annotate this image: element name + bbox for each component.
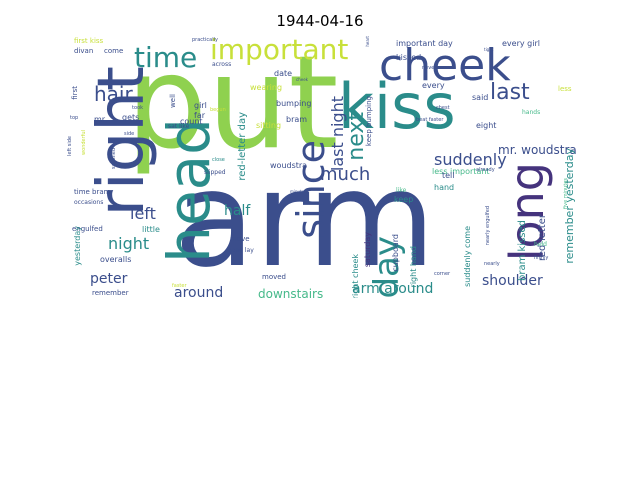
word-item: begun [210,107,226,113]
word-item: cheek [296,77,308,82]
word-item: corner [434,271,451,277]
word-item: night [108,234,150,253]
word-item: beat faster [416,117,444,123]
word-item: left [130,204,156,223]
word-item: head [155,118,223,263]
word-item: red-letter [537,214,548,262]
word-item: count [180,117,203,126]
word-item: sat like [168,123,190,130]
word-item: moved [262,273,286,281]
word-item: kissed [396,53,422,62]
word-item: last night [328,96,347,172]
word-item: left side [67,136,73,156]
word-item: half [224,203,251,219]
word-cloud: put arm kiss cheek right head long since importa… [64,36,580,298]
word-item: time [134,41,198,74]
word-item: engulfed [72,225,103,233]
word-item: arm [174,143,436,297]
word-item: shoulder [482,273,543,289]
word-item: woudstra [270,161,308,170]
word-item: side [124,131,135,137]
word-item: five minutes [563,178,569,210]
word-item: first kiss [74,37,104,45]
word-item: cupboard [391,234,400,272]
word-item: sitting [256,121,282,130]
word-item: already [476,167,495,173]
word-item: faster [172,283,187,289]
word-item: much [320,164,371,185]
word-item: never [422,65,437,71]
word-item: come [104,47,124,55]
word-item: head lay [228,247,254,254]
word-item: important day [396,39,453,48]
word-item: divan [74,47,94,55]
word-item: nearly engulfed [485,206,491,246]
word-item: eight [476,121,497,130]
figure-title: 1944-04-16 [276,12,364,30]
word-item: downstairs [258,287,324,298]
word-item: bram kissed [517,220,528,281]
word-item: firmly [534,255,549,261]
word-item: said [472,93,489,102]
word-item: date [274,69,293,78]
word-item: held [534,241,547,248]
word-item: put [126,36,339,178]
word-item: chest [436,105,450,111]
word-item: slipped [204,169,226,176]
word-item: bram [286,115,308,124]
word-item: suddenly [434,150,507,169]
word-item: kiss [338,70,456,143]
word-item: every girl [502,39,540,48]
word-item: top [70,115,79,121]
word-item: tight [484,47,494,52]
word-item: bumping [276,99,312,108]
word-item: keep bumping [365,96,373,147]
word-item: mr. woudstra [498,143,577,157]
word-item: less [558,85,572,93]
word-item: far [194,111,206,120]
word-item: first [71,86,79,100]
word-item: hair [94,82,133,106]
word-item: across [212,61,232,68]
word-item: tell [442,171,455,180]
word-item: red-letter day [237,112,248,181]
word-item: last [490,80,530,105]
word-item: right cheek [351,254,360,298]
word-item: practically [192,37,218,43]
word-item: around [174,285,224,298]
word-item: every [422,81,445,90]
word-item: keep [394,195,414,204]
word-item: close [212,157,225,163]
word-item: wearing [250,83,283,92]
word-item: gets [122,113,140,122]
word-item: important [210,36,349,66]
word-item: nearly [484,261,500,267]
word-item: took [132,105,143,111]
word-item: girl [194,101,207,110]
word-item: overalls [100,255,132,264]
word-item: occasions [74,199,104,206]
word-item: minutes [290,189,307,194]
word-item: hands [522,109,541,116]
word-item: heart [365,36,370,47]
word-item: arm around [352,281,434,297]
word-item: hand [434,183,455,192]
word-item: less important [432,167,490,176]
word-item: yesterday [73,226,82,266]
word-item: well [169,94,177,108]
word-item: suddenly come [463,226,472,287]
word-item: like [396,187,407,194]
word-item: saturday [363,232,372,268]
word-item: move [230,235,250,243]
word-item: mr. [94,115,107,124]
word-item: right hand [409,246,418,288]
word-item: cheek [379,40,511,91]
word-item: wonderful [81,130,87,155]
word-item: peter [90,271,128,287]
word-item: time bram [74,188,111,196]
word-item: remember [92,289,129,297]
word-item: satisfied [111,148,117,170]
word-item: little [142,225,160,234]
